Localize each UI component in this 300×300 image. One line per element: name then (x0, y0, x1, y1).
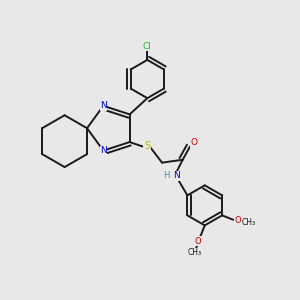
Text: O: O (190, 138, 197, 147)
Text: N: N (100, 146, 107, 155)
Text: S: S (144, 142, 150, 152)
Text: Cl: Cl (143, 42, 152, 51)
Text: CH₃: CH₃ (242, 218, 256, 227)
Text: N: N (173, 171, 180, 180)
Text: O: O (195, 237, 201, 246)
Text: N: N (100, 101, 107, 110)
Text: H: H (163, 171, 170, 180)
Text: O: O (234, 216, 241, 225)
Text: CH₃: CH₃ (188, 248, 202, 257)
